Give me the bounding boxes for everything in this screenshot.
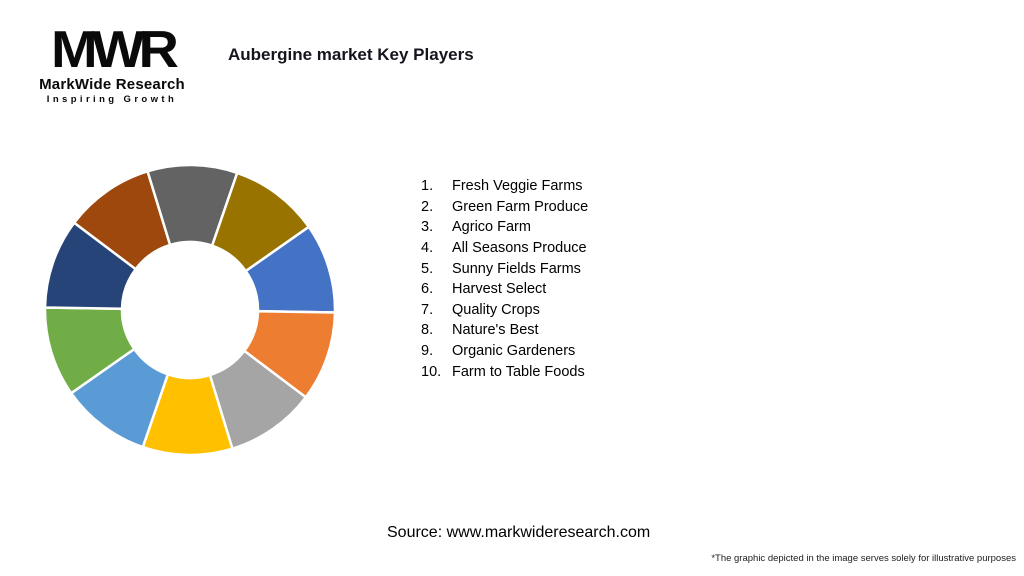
disclaimer-text: *The graphic depicted in the image serve… — [711, 553, 1016, 564]
list-item-label: Harvest Select — [452, 281, 547, 298]
list-item: 6. Harvest Select — [421, 279, 588, 300]
list-item: 1. Fresh Veggie Farms — [421, 176, 588, 197]
list-item-label: Organic Gardeners — [452, 343, 576, 360]
list-item-number: 1. — [421, 178, 434, 195]
list-item-number: 5. — [421, 260, 434, 277]
list-item-label: Green Farm Produce — [452, 198, 589, 215]
logo-name: MarkWide Research — [39, 76, 185, 93]
list-item-label: Nature's Best — [452, 322, 539, 339]
list-item: 10. Farm to Table Foods — [421, 361, 588, 382]
players-list: 1. Fresh Veggie Farms 2. Green Farm Produce… — [421, 176, 588, 382]
list-item-label: Farm to Table Foods — [452, 363, 585, 380]
list-item-label: Agrico Farm — [452, 219, 531, 236]
list-item-number: 8. — [421, 322, 434, 339]
markwide-logo: MWR MarkWide Research Inspiring Growth — [26, 24, 198, 105]
page-title: Aubergine market Key Players — [228, 45, 474, 64]
list-item-number: 7. — [421, 301, 434, 318]
list-item: 7. Quality Crops — [421, 300, 588, 321]
list-item: 4. All Seasons Produce — [421, 238, 588, 259]
list-item-number: 10. — [421, 363, 442, 380]
list-item: 3. Agrico Farm — [421, 217, 588, 238]
list-item-number: 2. — [421, 198, 434, 215]
list-item-number: 4. — [421, 240, 434, 257]
logo-tagline: Inspiring Growth — [46, 94, 178, 105]
list-item-label: All Seasons Produce — [452, 240, 587, 257]
list-item-label: Quality Crops — [452, 301, 540, 318]
list-item: 2. Green Farm Produce — [421, 197, 588, 218]
list-item-number: 6. — [421, 281, 434, 298]
list-item: 5. Sunny Fields Farms — [421, 258, 588, 279]
source-text: Source: www.markwideresearch.com — [387, 524, 651, 541]
list-item-label: Sunny Fields Farms — [452, 260, 581, 277]
list-item-number: 3. — [421, 219, 434, 236]
list-item: 9. Organic Gardeners — [421, 341, 588, 362]
logo-acronym: MWR — [51, 20, 179, 79]
donut-chart — [43, 163, 337, 457]
donut-slice-farm-to-table-foods — [210, 171, 311, 273]
list-item-label: Fresh Veggie Farms — [452, 178, 583, 195]
list-item: 8. Nature's Best — [421, 320, 588, 341]
list-item-number: 9. — [421, 343, 434, 360]
